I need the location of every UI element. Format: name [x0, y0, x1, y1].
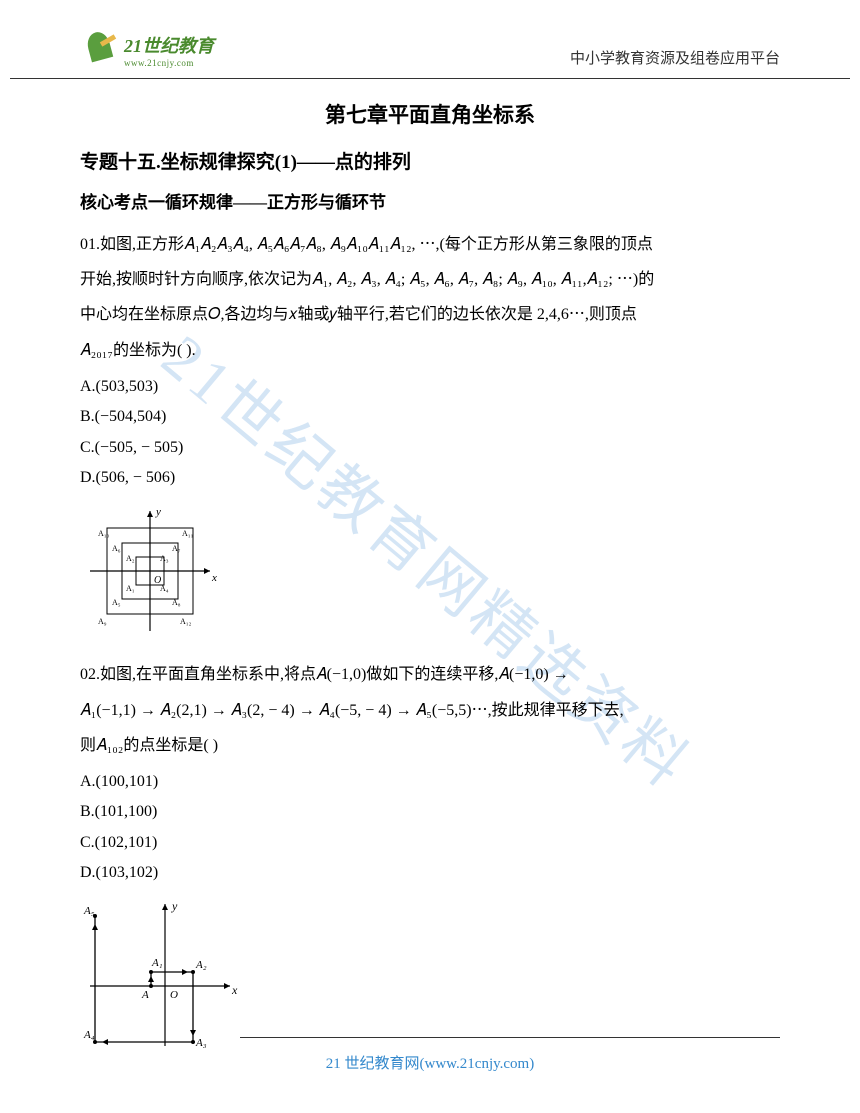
svg-text:A₁₁: A₁₁: [182, 529, 194, 538]
svg-text:A₈: A₈: [172, 598, 181, 607]
main-content: 第七章平面直角坐标系 专题十五.坐标规律探究(1)——点的排列 核心考点一循环规…: [0, 79, 860, 1051]
logo-main-text: 21世纪教育: [124, 32, 214, 58]
option-b: B.(−504,504): [80, 402, 780, 432]
problem-2: 02.如图,在平面直角坐标系中,将点𝐴(−1,0)做如下的连续平移,𝐴(−1,0…: [80, 657, 780, 763]
problem-2-line3: 则𝐴₁₀₂的点坐标是( ): [80, 728, 780, 763]
option-b2: B.(101,100): [80, 797, 780, 827]
option-c2: C.(102,101): [80, 828, 780, 858]
svg-text:A₅: A₅: [83, 905, 95, 917]
svg-text:A₃: A₃: [160, 554, 169, 563]
svg-text:A₁₂: A₁₂: [180, 617, 192, 626]
chapter-title: 第七章平面直角坐标系: [80, 99, 780, 129]
svg-text:A₆: A₆: [112, 544, 121, 553]
option-d: D.(506, − 506): [80, 463, 780, 493]
problem-1-line3: 中心均在坐标原点𝑂,各边均与𝑥轴或𝑦轴平行,若它们的边长依次是 2,4,6⋯,则…: [80, 297, 780, 332]
core-point: 核心考点一循环规律——正方形与循环节: [80, 188, 780, 213]
option-c: C.(−505, − 505): [80, 433, 780, 463]
footer-text: 21 世纪教育网(www.21cnjy.com): [326, 1056, 534, 1072]
option-a2: A.(100,101): [80, 767, 780, 797]
svg-text:x: x: [231, 983, 238, 997]
svg-text:A₂: A₂: [126, 554, 135, 563]
problem-1-options: A.(503,503) B.(−504,504) C.(−505, − 505)…: [80, 372, 780, 494]
svg-text:O: O: [170, 989, 178, 1001]
svg-text:A₂: A₂: [195, 959, 207, 971]
logo-sub-text: www.21cnjy.com: [124, 58, 214, 68]
option-d2: D.(103,102): [80, 858, 780, 888]
problem-2-line2: 𝐴₁(−1,1) → 𝐴₂(2,1) → 𝐴₃(2, − 4) → 𝐴₄(−5,…: [80, 693, 780, 728]
header-platform-text: 中小学教育资源及组卷应用平台: [570, 47, 780, 70]
svg-text:A₄: A₄: [83, 1029, 95, 1041]
problem-1: 01.如图,正方形𝐴₁𝐴₂𝐴₃𝐴₄, 𝐴₅𝐴₆𝐴₇𝐴₈, 𝐴₉𝐴₁₀𝐴₁₁𝐴₁₂…: [80, 227, 780, 368]
svg-text:A₄: A₄: [160, 584, 169, 593]
problem-1-line2: 开始,按顺时针方向顺序,依次记为𝐴₁, 𝐴₂, 𝐴₃, 𝐴₄; 𝐴₅, 𝐴₆, …: [80, 262, 780, 297]
option-a: A.(503,503): [80, 372, 780, 402]
svg-text:A: A: [141, 989, 149, 1001]
problem-1-line1: 01.如图,正方形𝐴₁𝐴₂𝐴₃𝐴₄, 𝐴₅𝐴₆𝐴₇𝐴₈, 𝐴₉𝐴₁₀𝐴₁₁𝐴₁₂…: [80, 227, 780, 262]
logo-icon: [80, 30, 120, 70]
figure-2: x y O A A₁ A₂ A₃ A₄ A₅: [80, 896, 780, 1051]
logo-text: 21世纪教育 www.21cnjy.com: [124, 32, 214, 68]
problem-2-line1: 02.如图,在平面直角坐标系中,将点𝐴(−1,0)做如下的连续平移,𝐴(−1,0…: [80, 657, 780, 692]
problem-2-options: A.(100,101) B.(101,100) C.(102,101) D.(1…: [80, 767, 780, 889]
svg-text:A₁: A₁: [151, 957, 163, 969]
svg-text:y: y: [171, 899, 178, 913]
svg-text:A₁₀: A₁₀: [98, 529, 110, 538]
svg-text:A₅: A₅: [112, 598, 121, 607]
svg-text:A₇: A₇: [172, 544, 181, 553]
svg-text:y: y: [155, 506, 161, 518]
svg-text:A₁: A₁: [126, 584, 135, 593]
svg-text:x: x: [211, 572, 217, 584]
svg-text:A₃: A₃: [195, 1037, 207, 1049]
svg-text:A₉: A₉: [98, 617, 107, 626]
figure-1: x y O A₁ A₂ A₃ A₄ A₅ A₆ A₇ A₈ A₉ A₁₀ A₁₁…: [80, 501, 780, 641]
page-header: 21世纪教育 www.21cnjy.com 中小学教育资源及组卷应用平台: [10, 0, 850, 79]
problem-1-line4: 𝐴₂₀₁₇的坐标为( ).: [80, 333, 780, 368]
section-title: 专题十五.坐标规律探究(1)——点的排列: [80, 147, 780, 174]
logo: 21世纪教育 www.21cnjy.com: [80, 30, 214, 70]
